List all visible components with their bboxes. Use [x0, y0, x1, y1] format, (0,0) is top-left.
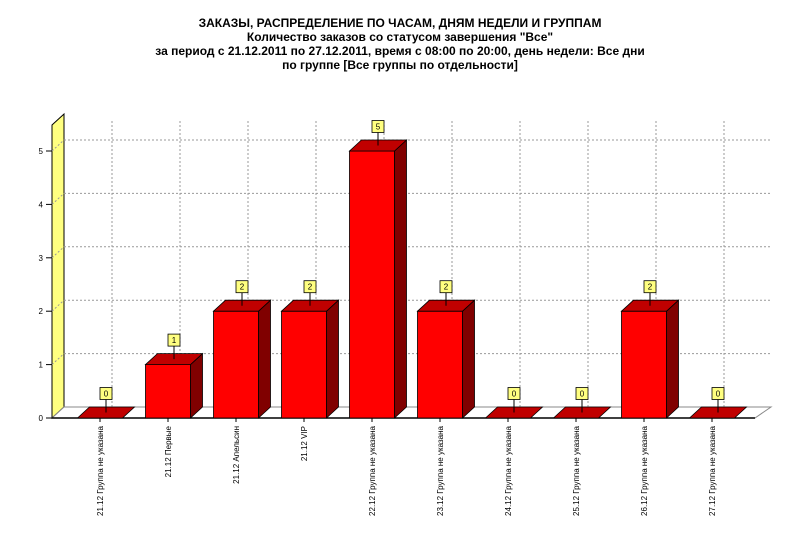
gridline-wall: [51, 353, 65, 365]
x-category-label: 21.12 Апельсин: [232, 426, 241, 484]
bar: [212, 299, 272, 419]
x-category-label: 27.12 Группа не указана: [708, 425, 717, 515]
y-tick-label: 2: [39, 307, 44, 316]
value-label-box: [575, 387, 589, 400]
value-label: 2: [240, 283, 245, 292]
value-label: 0: [580, 390, 585, 399]
value-label-box: [507, 387, 521, 400]
x-category-label: 21.12 VIP: [300, 426, 309, 461]
gridline-wall: [51, 299, 65, 312]
left-wall: [51, 112, 65, 420]
value-label-box: [439, 280, 453, 294]
bar: [348, 139, 408, 419]
value-label-box: [99, 387, 113, 400]
value-label-box: [167, 333, 181, 347]
value-label: 2: [648, 283, 653, 292]
bar: [416, 299, 476, 419]
value-label-box: [643, 280, 657, 294]
y-tick-label: 1: [39, 361, 44, 370]
gridline-wall: [51, 139, 65, 152]
chart-subtitle-group: по группе [Все группы по отдельности]: [282, 58, 518, 72]
x-category-label: 21.12 Первые: [164, 425, 173, 477]
chart-subtitle-period: за период с 21.12.2011 по 27.12.2011, вр…: [155, 44, 645, 58]
x-category-label: 22.12 Группа не указана: [368, 425, 377, 515]
y-tick-label: 4: [39, 200, 44, 209]
value-label-box: [711, 387, 725, 400]
value-label-box: [235, 280, 249, 294]
value-label: 0: [104, 390, 109, 399]
y-tick-label: 5: [39, 147, 44, 156]
x-category-label: 21.12 Группа не указана: [96, 425, 105, 515]
chart-subtitle-status: Количество заказов со статусом завершени…: [246, 30, 554, 44]
y-tick-label: 3: [39, 254, 44, 263]
value-label: 0: [512, 390, 517, 399]
chart-title: ЗАКАЗЫ, РАСПРЕДЕЛЕНИЕ ПО ЧАСАМ, ДНЯМ НЕД…: [198, 16, 602, 30]
x-category-label: 25.12 Группа не указана: [572, 425, 581, 515]
bar: [144, 352, 204, 419]
value-label: 5: [376, 123, 381, 132]
value-label: 2: [308, 283, 313, 292]
y-tick-label: 0: [39, 414, 44, 423]
x-category-label: 24.12 Группа не указана: [504, 425, 513, 515]
value-label-box: [371, 120, 385, 133]
gridline-wall: [51, 193, 65, 205]
value-label-box: [303, 280, 317, 294]
chart-titles: ЗАКАЗЫ, РАСПРЕДЕЛЕНИЕ ПО ЧАСАМ, ДНЯМ НЕД…: [0, 16, 800, 72]
value-label: 1: [172, 336, 177, 345]
value-label: 2: [444, 283, 449, 292]
x-category-label: 23.12 Группа не указана: [436, 425, 445, 515]
bar: [280, 299, 340, 419]
x-category-label: 26.12 Группа не указана: [640, 425, 649, 515]
bar: [620, 299, 680, 419]
gridline-wall: [51, 246, 65, 259]
value-label: 0: [716, 390, 721, 399]
